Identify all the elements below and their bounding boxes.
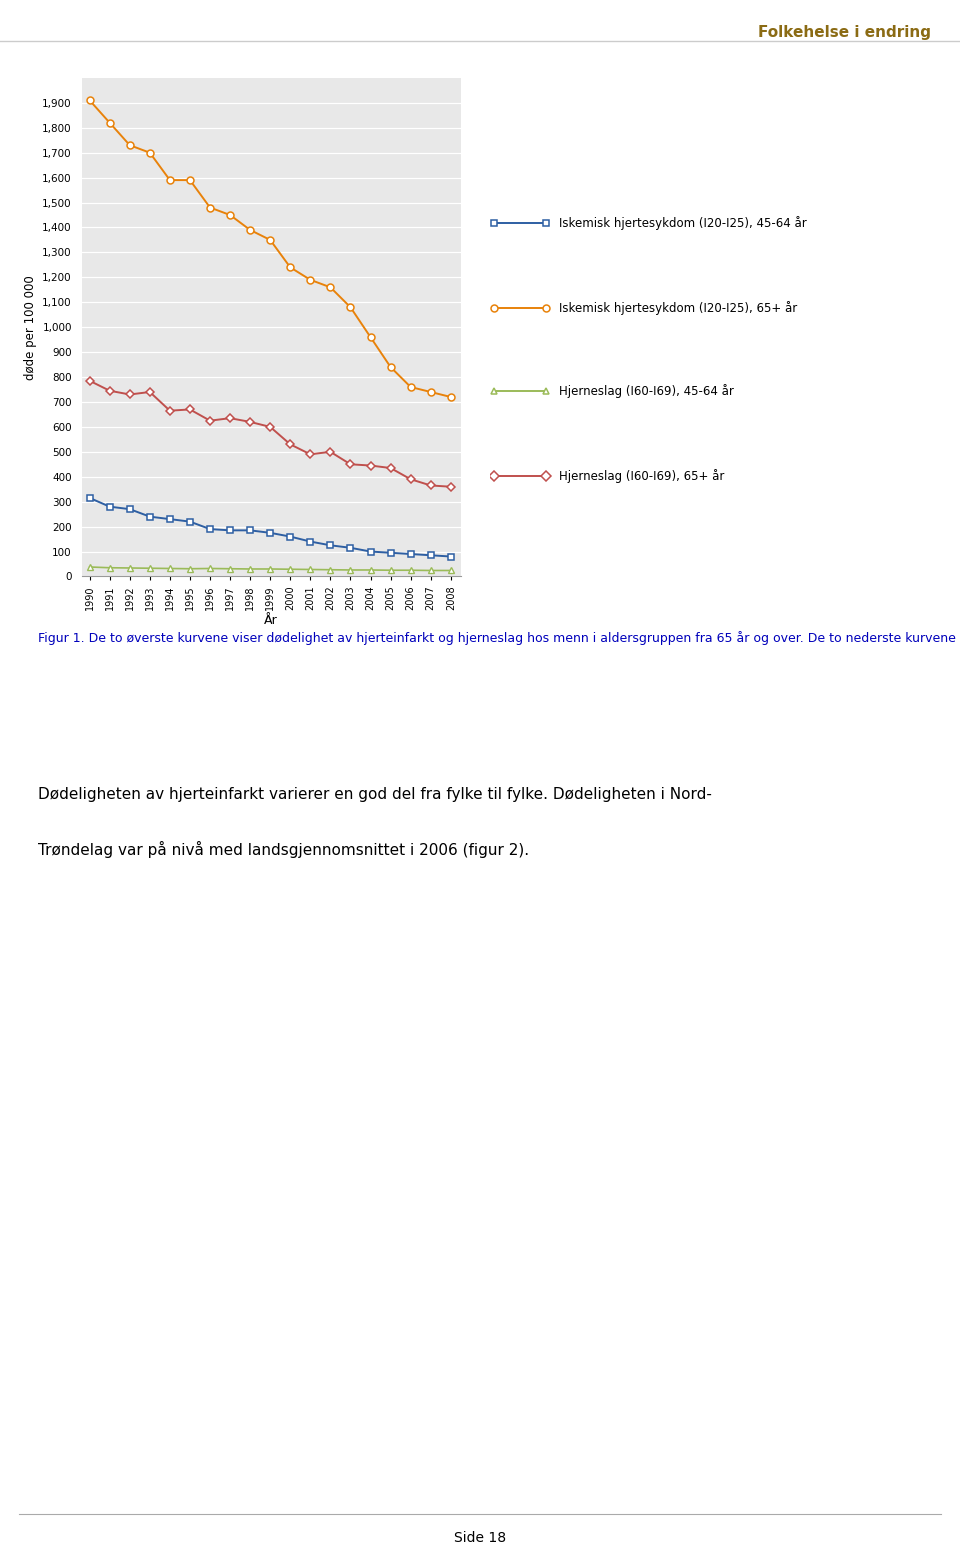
Text: Side 18: Side 18 [454,1532,506,1544]
X-axis label: År: År [264,614,278,628]
Text: Figur 1. De to øverste kurvene viser dødelighet av hjerteinfarkt og hjerneslag h: Figur 1. De to øverste kurvene viser død… [38,631,960,645]
Text: Iskemisk hjertesykdom (I20-I25), 65+ år: Iskemisk hjertesykdom (I20-I25), 65+ år [559,302,797,315]
Text: Trøndelag var på nivå med landsgjennomsnittet i 2006 (figur 2).: Trøndelag var på nivå med landsgjennomsn… [38,841,530,858]
Text: Hjerneslag (I60-I69), 45-64 år: Hjerneslag (I60-I69), 45-64 år [559,383,733,397]
Text: Hjerneslag (I60-I69), 65+ år: Hjerneslag (I60-I69), 65+ år [559,469,724,483]
Text: Folkehelse i endring: Folkehelse i endring [758,25,931,41]
Text: Dødeligheten av hjerteinfarkt varierer en god del fra fylke til fylke. Dødelighe: Dødeligheten av hjerteinfarkt varierer e… [38,787,712,802]
Text: Iskemisk hjertesykdom (I20-I25), 45-64 år: Iskemisk hjertesykdom (I20-I25), 45-64 å… [559,217,806,229]
Y-axis label: døde per 100 000: døde per 100 000 [24,274,36,380]
